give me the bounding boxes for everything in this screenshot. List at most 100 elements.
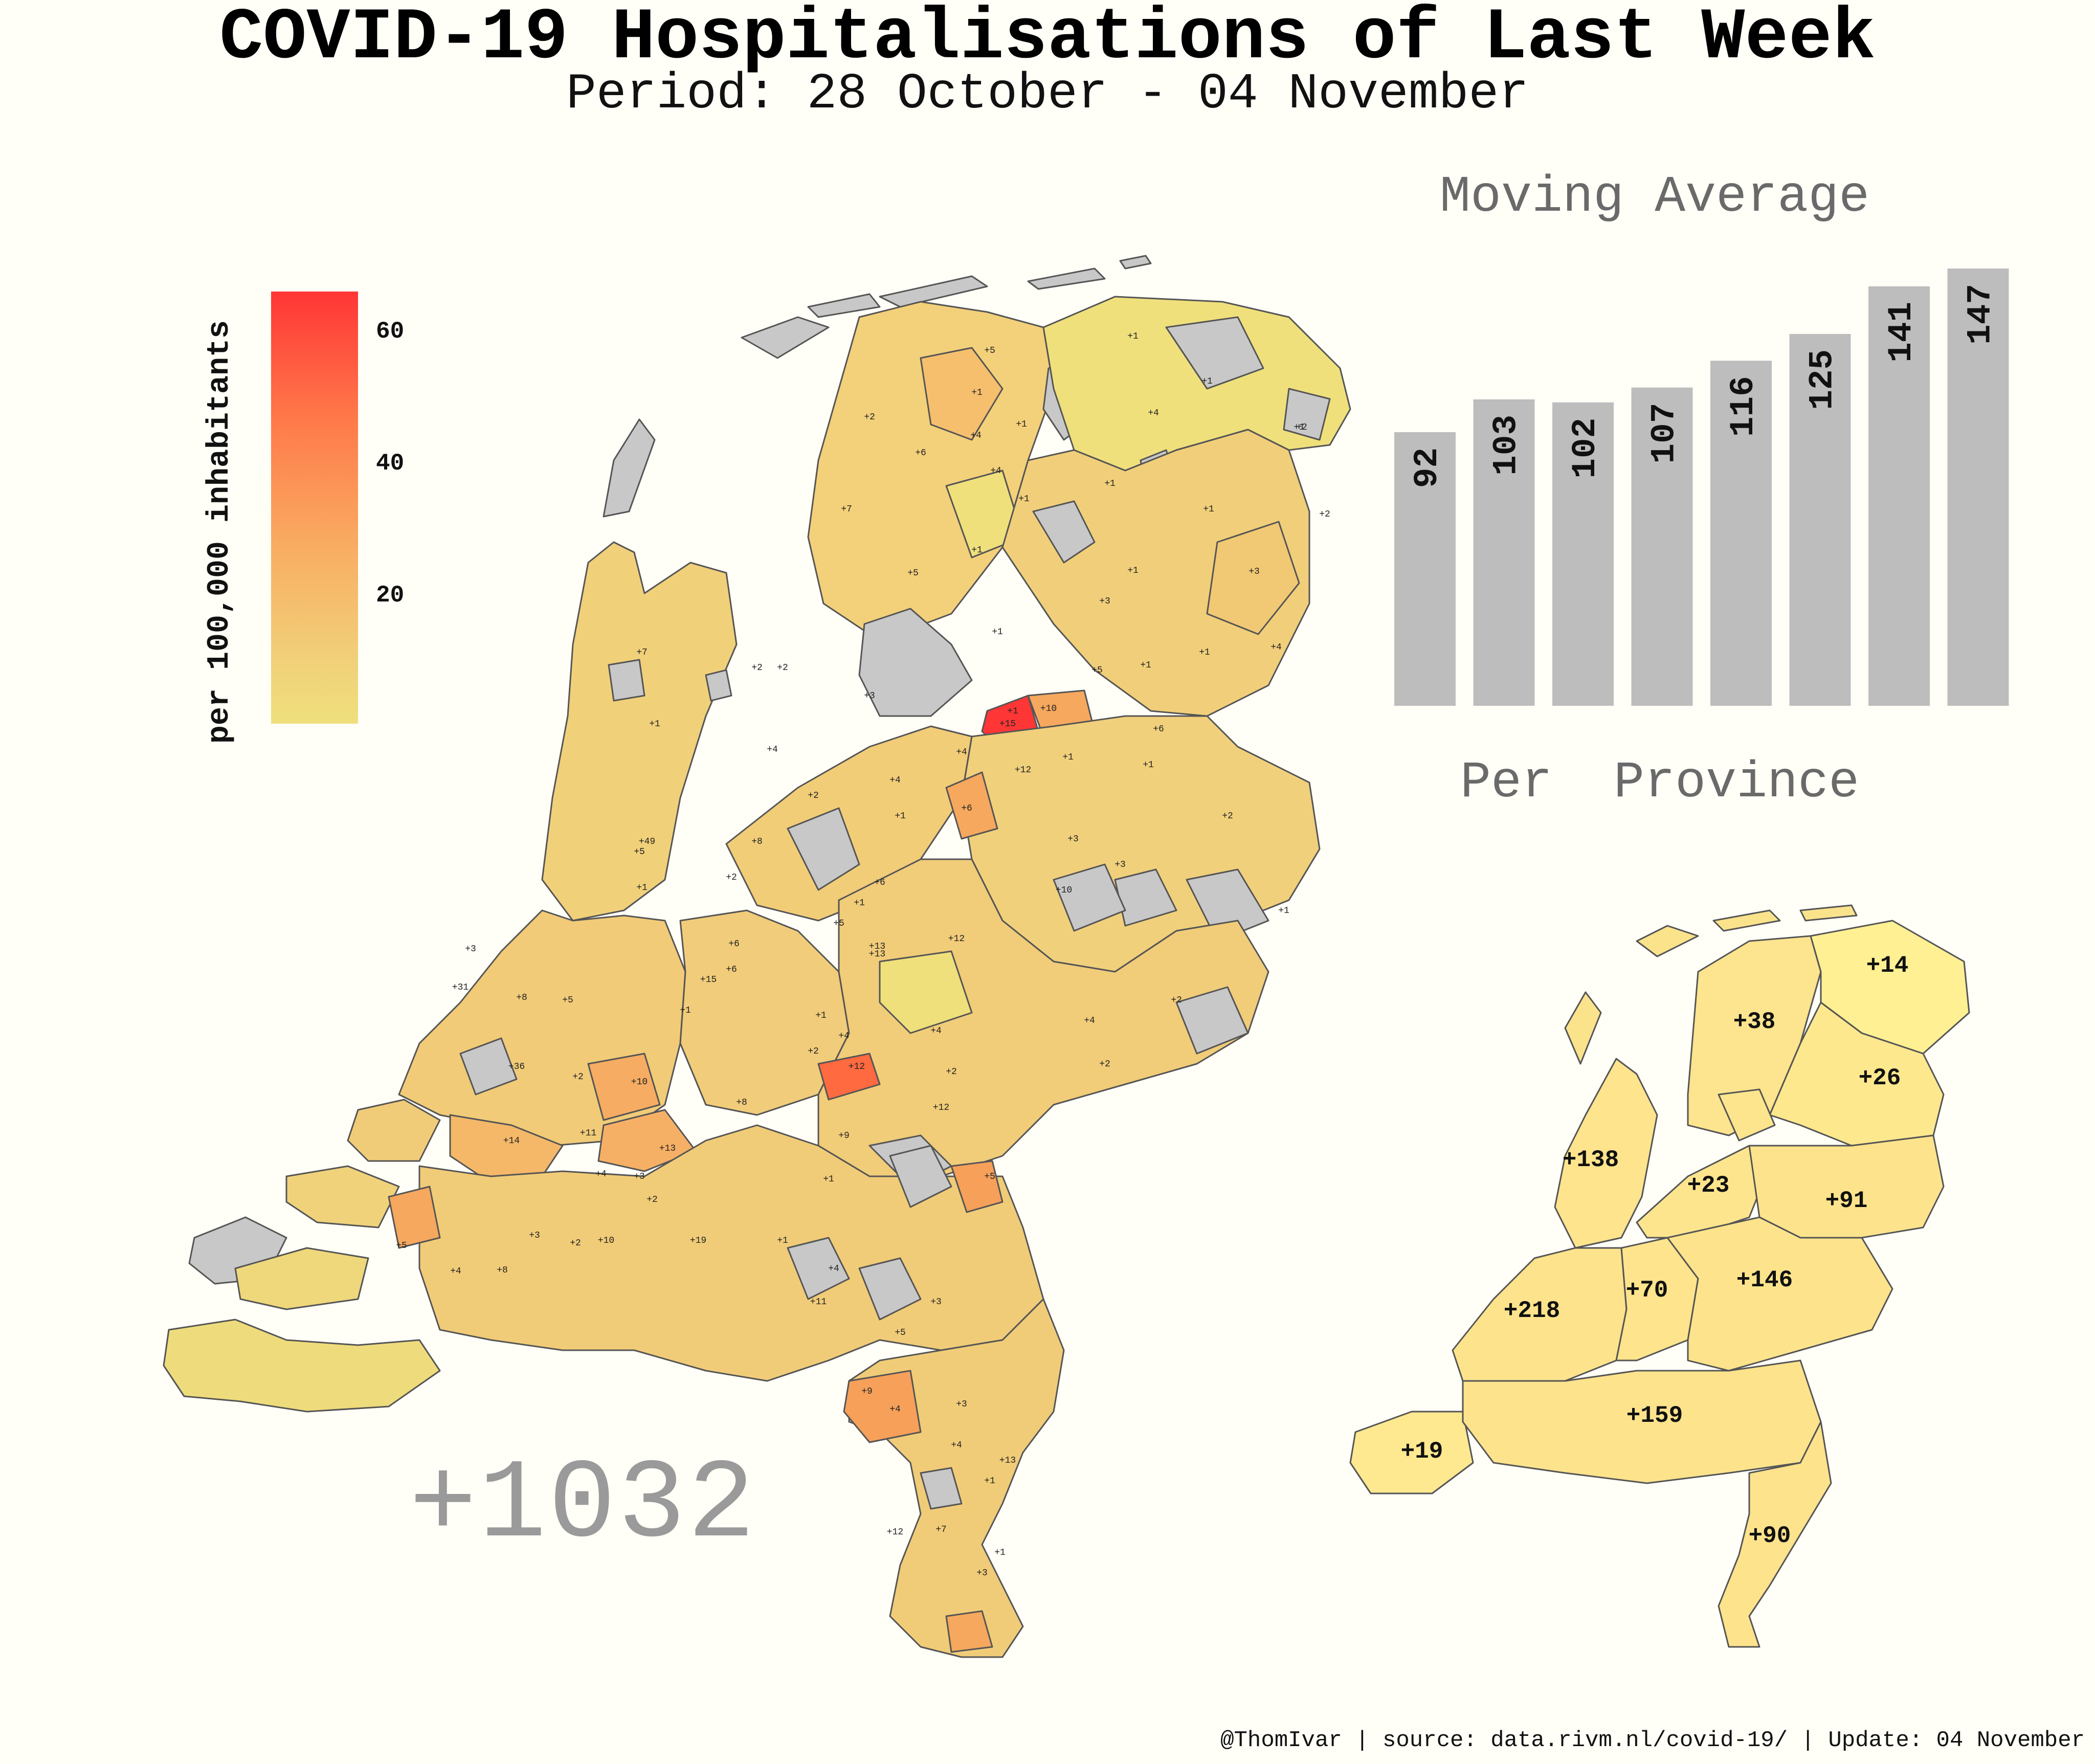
- municipality-label: +5: [895, 1328, 906, 1338]
- municipality-label: +4: [1148, 408, 1159, 418]
- municipality: [1186, 868, 1269, 942]
- municipality: [608, 659, 645, 702]
- municipality-label: +9: [861, 1387, 873, 1397]
- municipality-label: +3: [1115, 860, 1126, 870]
- legend-tick-20: 20: [376, 582, 405, 609]
- legend-tick-40: 40: [376, 450, 405, 477]
- region-gelderland: [817, 858, 1269, 1177]
- municipality-label: +4: [889, 775, 901, 786]
- island-vlieland: [807, 293, 881, 318]
- municipality-label: +1: [1016, 419, 1027, 430]
- municipality-label: +6: [1153, 724, 1164, 734]
- municipality-label: +1: [1278, 906, 1289, 916]
- municipality-label: +5: [907, 568, 919, 578]
- municipality-label: +1: [971, 388, 983, 398]
- municipality-label: +8: [516, 993, 527, 1003]
- municipality-label: +2: [726, 873, 737, 883]
- municipality-label: +5: [1091, 665, 1103, 676]
- region-friesland: [807, 301, 1055, 635]
- municipality-label: +10: [598, 1236, 614, 1246]
- municipality: [843, 1370, 922, 1443]
- region-noord-holland: [541, 541, 738, 922]
- municipality-label: +12: [948, 934, 965, 944]
- municipality-label: +15: [700, 975, 717, 985]
- municipality-label: +15: [999, 719, 1016, 729]
- moving-average-title: Moving Average: [1440, 169, 1870, 227]
- municipality-label: +8: [497, 1265, 508, 1276]
- municipality-label: +14: [503, 1136, 520, 1146]
- municipality-label: +4: [889, 1404, 901, 1415]
- municipality: [234, 1247, 369, 1310]
- municipality-label: +2: [808, 791, 819, 801]
- municipality-label: +2: [1296, 422, 1307, 433]
- municipality-label: +3: [864, 691, 875, 701]
- municipality: [950, 1160, 1004, 1213]
- municipality: [879, 950, 973, 1034]
- municipality-label: +19: [690, 1236, 706, 1246]
- municipality: [285, 1165, 400, 1229]
- municipality-label: +5: [396, 1241, 407, 1251]
- municipality-label: +2: [572, 1072, 584, 1082]
- municipality-label: +3: [976, 1568, 988, 1578]
- municipality-label: +1: [1104, 479, 1116, 489]
- municipality-label: +7: [935, 1525, 947, 1535]
- municipality-label: +1: [1199, 647, 1210, 658]
- color-scale-bar: [271, 292, 358, 724]
- municipality-label: +2: [808, 1046, 819, 1057]
- municipality-label: +10: [1040, 704, 1057, 714]
- municipality: [1165, 316, 1264, 390]
- municipality-label: +6: [728, 939, 740, 949]
- municipality-label: +12: [887, 1527, 903, 1537]
- municipality-label: +36: [508, 1062, 525, 1072]
- municipality-hotspot: [817, 1053, 881, 1101]
- municipality-label: +1: [1143, 760, 1154, 770]
- municipality: [858, 1257, 922, 1321]
- municipality-label: +4: [767, 745, 778, 755]
- region-zuid-holland: [398, 909, 686, 1147]
- municipality-label: +1: [649, 719, 660, 729]
- region-drenthe: [1001, 429, 1310, 717]
- municipality-label: +4: [595, 1169, 607, 1179]
- municipality-label: +1: [1201, 376, 1213, 387]
- municipality-label: +6: [726, 965, 737, 975]
- municipality-label: +8: [736, 1098, 747, 1108]
- page-title: COVID-19 Hospitalisations of Last Week: [219, 0, 1876, 79]
- municipality-label: +1: [1018, 494, 1030, 504]
- municipality: [787, 807, 860, 891]
- municipality-label: +5: [984, 346, 995, 356]
- municipality-label: +3: [930, 1297, 942, 1307]
- region-zeeland-north: [347, 1099, 441, 1162]
- municipality-label: +1: [984, 1476, 995, 1486]
- island-terschelling: [879, 275, 988, 308]
- municipality-label: +10: [1056, 885, 1072, 896]
- municipality-label: +1: [971, 545, 983, 555]
- region-limburg: [848, 1298, 1065, 1658]
- municipality-label: +7: [841, 504, 852, 515]
- municipality-label: +1: [680, 1006, 691, 1016]
- municipality: [1206, 521, 1300, 635]
- municipality-label: +3: [956, 1399, 967, 1410]
- municipality: [388, 1186, 441, 1249]
- municipality-label: +3: [634, 1172, 645, 1182]
- island-texel: [603, 418, 656, 518]
- region-noordoostpolder: [858, 608, 973, 717]
- municipality-label: +2: [1099, 1059, 1110, 1069]
- municipality-label: +3: [529, 1231, 540, 1241]
- municipality: [889, 1145, 952, 1208]
- municipality: [705, 669, 732, 702]
- municipality-label: +4: [930, 1026, 942, 1036]
- municipality-label: +1: [1127, 566, 1139, 576]
- municipality-label: +1: [854, 898, 865, 908]
- municipality-label: +2: [946, 1067, 957, 1077]
- page-subtitle: Period: 28 October - 04 November: [566, 66, 1529, 123]
- municipality-label: +12: [849, 1062, 865, 1072]
- municipality-label: +4: [1084, 1016, 1095, 1026]
- municipality-label: +49: [639, 837, 655, 847]
- municipality-label: +5: [562, 995, 573, 1006]
- municipality-label: +1: [994, 1548, 1006, 1558]
- municipality-label: +2: [777, 663, 788, 673]
- municipality-label: +11: [810, 1297, 827, 1307]
- municipality-label: +1: [895, 811, 906, 821]
- municipality-label: +13: [659, 1144, 676, 1154]
